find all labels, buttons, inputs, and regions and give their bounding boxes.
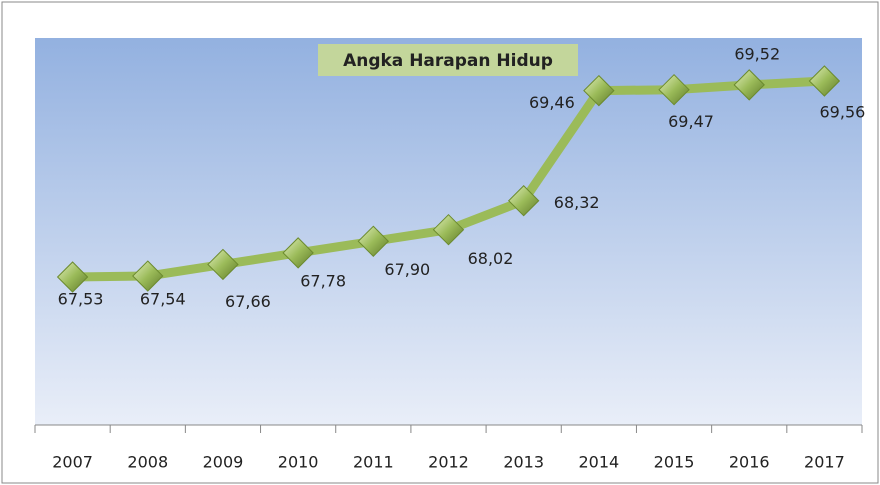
marker	[132, 260, 164, 292]
x-tick-label: 2010	[278, 453, 319, 472]
data-label: 67,90	[384, 260, 430, 279]
x-tick-label: 2016	[729, 453, 770, 472]
data-label: 67,78	[300, 271, 346, 290]
x-tick-label: 2009	[203, 453, 244, 472]
data-label: 68,32	[554, 193, 600, 212]
x-tick-label: 2015	[654, 453, 695, 472]
x-tick-label: 2011	[353, 453, 394, 472]
marker	[357, 225, 390, 257]
data-label: 67,66	[225, 292, 271, 311]
data-label: 68,02	[468, 249, 514, 268]
marker	[56, 261, 89, 293]
marker	[507, 185, 540, 217]
title-box	[318, 44, 578, 76]
marker	[808, 65, 841, 97]
marker	[733, 69, 765, 101]
marker	[207, 248, 239, 281]
data-label: 69,46	[529, 93, 575, 112]
x-tick-label: 2008	[127, 453, 168, 472]
x-tick-label: 2013	[503, 453, 544, 472]
x-tick-label: 2012	[428, 453, 469, 472]
marker	[583, 74, 615, 107]
x-tick-label: 2014	[579, 453, 620, 472]
data-label: 69,52	[734, 44, 780, 63]
data-label: 69,56	[820, 103, 866, 122]
data-label: 67,53	[58, 290, 104, 309]
x-tick-label: 2007	[52, 453, 93, 472]
chart-title: Angka Harapan Hidup	[343, 51, 553, 71]
marker	[282, 237, 314, 269]
x-tick-label: 2017	[804, 453, 845, 472]
data-label: 69,47	[668, 112, 714, 131]
data-label: 67,54	[140, 290, 186, 309]
marker	[432, 213, 465, 246]
marker	[658, 73, 690, 106]
